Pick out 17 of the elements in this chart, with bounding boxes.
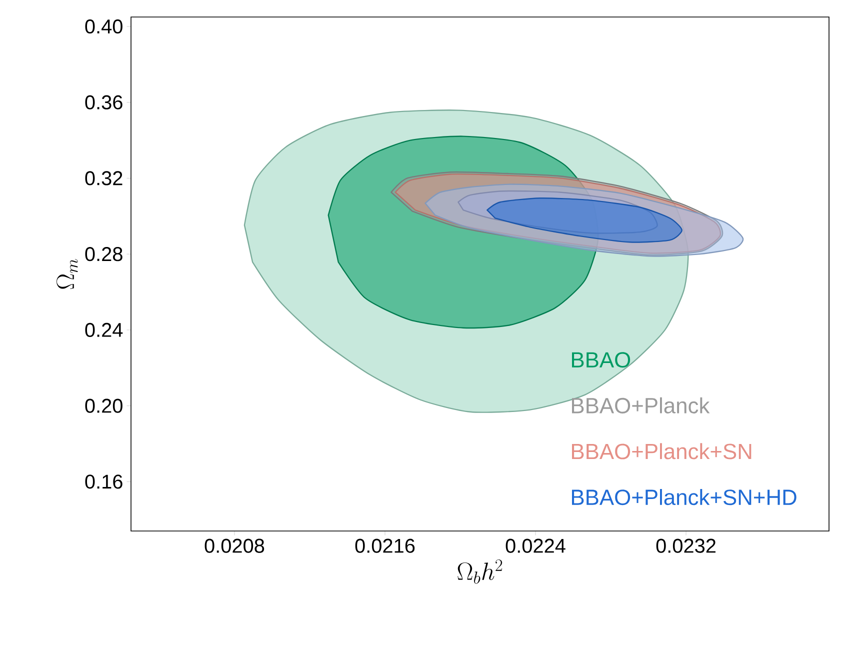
text: BBAO+Planck+SN bbox=[572, 443, 752, 460]
y-tick-label: 0.16 bbox=[85, 474, 122, 489]
x-tick-label: 0.0208 bbox=[204, 538, 264, 553]
y-axis-title: $\Omega_m$ bbox=[56, 259, 78, 289]
x-tick-label: 0.0224 bbox=[506, 538, 566, 553]
text: BBAO+Planck bbox=[572, 397, 710, 414]
y-tick-label: 0.36 bbox=[85, 95, 122, 110]
x-tick-label: 0.0216 bbox=[355, 538, 415, 553]
y-tick-label: 0.24 bbox=[85, 322, 123, 337]
y-tick-label: 0.20 bbox=[85, 398, 122, 413]
text: BBAO bbox=[572, 352, 630, 368]
y-tick-label: 0.40 bbox=[85, 19, 122, 34]
x-tick-label: 0.0232 bbox=[656, 538, 716, 553]
y-tick-label: 0.28 bbox=[85, 247, 122, 262]
text: BBAO+Planck+SN+HD bbox=[572, 488, 796, 506]
y-tick-label: 0.32 bbox=[85, 171, 122, 186]
x-axis-title: $\Omega_b h^2$ bbox=[458, 559, 502, 584]
